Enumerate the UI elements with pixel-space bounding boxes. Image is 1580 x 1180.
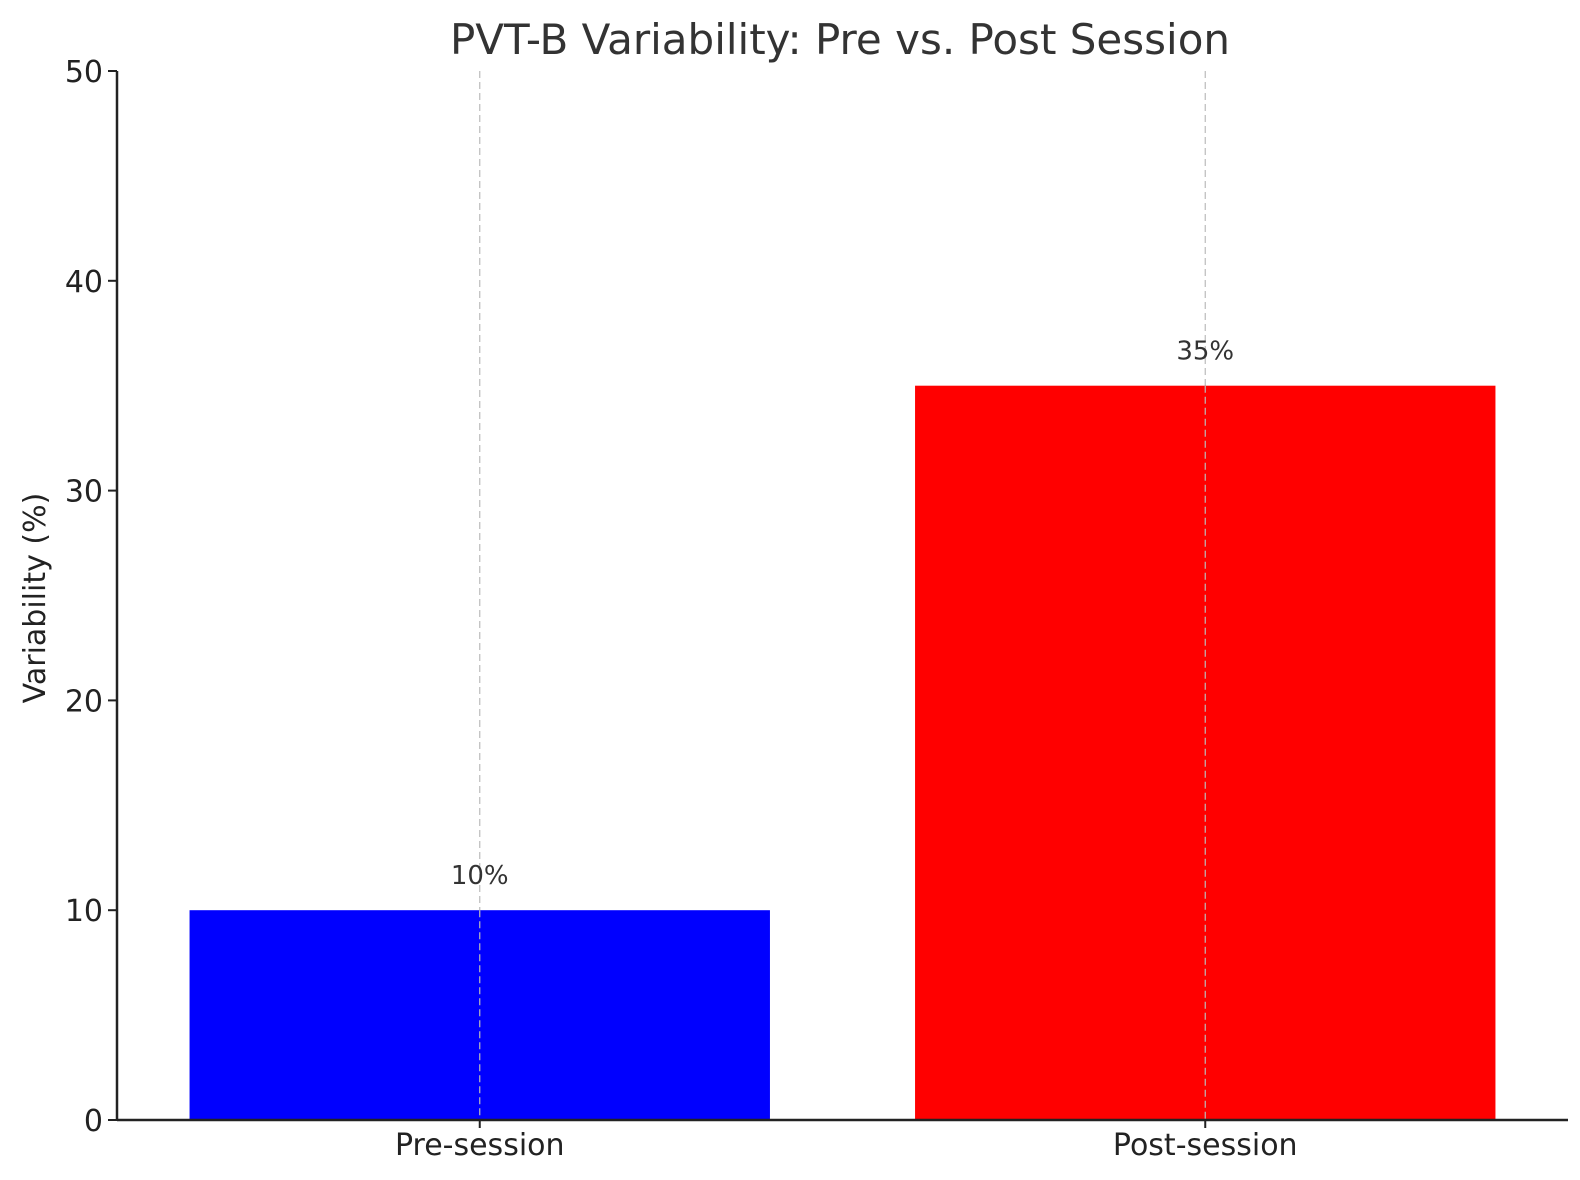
y-tick-label: 0 [84,1104,103,1139]
bars [189,385,1496,1120]
y-tick-label: 40 [65,265,103,300]
y-tick-label: 20 [65,684,103,719]
y-tick-label: 30 [65,475,103,510]
y-tick-label: 10 [65,894,103,929]
bar-value-label: 35% [1176,337,1234,367]
grid-lines-overlay [479,385,1206,1120]
bar-value-label: 10% [451,861,509,891]
chart-title: PVT-B Variability: Pre vs. Post Session [450,15,1230,64]
bar-value-labels: 10% 35% [451,337,1234,892]
x-tick-label: Post-session [1113,1128,1298,1163]
y-axis-label: Variability (%) [18,493,53,704]
x-tick-label: Pre-session [395,1128,565,1163]
y-tick-label: 50 [65,55,103,90]
axes: Pre-session Post-session 0 10 20 30 40 50 [65,55,1568,1163]
